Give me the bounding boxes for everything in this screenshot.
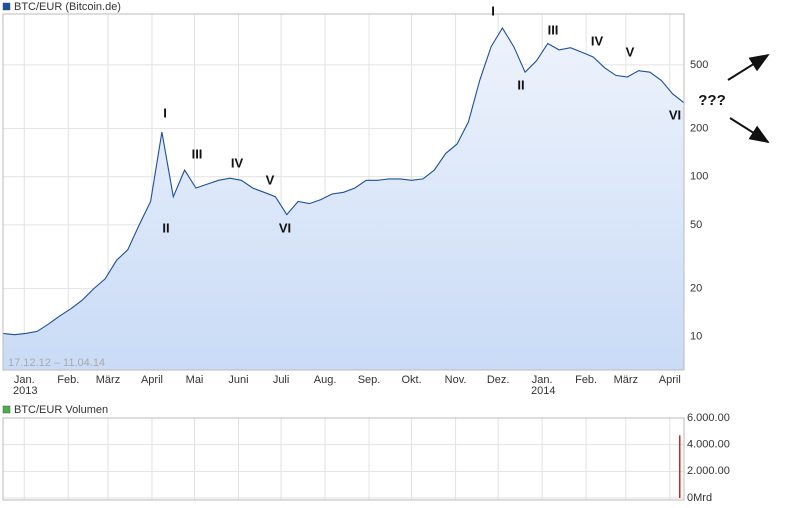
x-tick-label: Nov. — [445, 374, 467, 386]
x-tick-label: April — [659, 374, 681, 386]
volume-frame — [2, 417, 685, 501]
annotation: I — [491, 3, 495, 18]
x-tick-label: März — [96, 374, 120, 386]
annotation: III — [548, 22, 559, 37]
annotation: VI — [279, 220, 291, 235]
x-tick-label: Feb. — [575, 374, 597, 386]
line — [2, 26, 685, 336]
legend-label: BTC/EUR (Bitcoin.de) — [14, 1, 121, 13]
annotation: IV — [591, 33, 604, 48]
year-label: 2014 — [531, 385, 555, 397]
x-tick-label: Jan. — [532, 374, 553, 386]
y-tick-label: 100 — [690, 171, 708, 183]
y-tick-label: 20 — [690, 283, 702, 295]
date-range: 17.12.12 – 11.04.14 — [8, 357, 105, 369]
y-tick-label: 2.000.00 — [687, 465, 730, 477]
legend-swatch — [2, 2, 11, 11]
annotation: ??? — [698, 92, 726, 109]
y-tick-label: 6.000.00 — [687, 412, 730, 424]
volume-bar — [679, 435, 681, 498]
x-tick-label: Juli — [273, 374, 290, 386]
annotation: II — [517, 77, 524, 92]
legend-label: BTC/EUR Volumen — [14, 404, 108, 416]
annotation: IV — [231, 155, 244, 170]
x-tick-label: Aug. — [314, 374, 337, 386]
arrow-down — [729, 117, 770, 144]
x-tick-label: März — [614, 374, 638, 386]
y-tick-label: 4.000.00 — [687, 439, 730, 451]
annotation: V — [266, 172, 275, 187]
x-tick-label: Sep. — [358, 374, 381, 386]
y-tick-label: 50 — [690, 219, 702, 231]
arrow-up — [727, 53, 770, 81]
y-tick-label: 200 — [690, 122, 708, 134]
annotation: V — [626, 44, 635, 59]
y-tick-label: 10 — [690, 331, 702, 343]
legend-swatch — [2, 405, 11, 414]
x-tick-label: Feb. — [57, 374, 79, 386]
annotation: VI — [669, 107, 681, 122]
x-tick-label: Dez. — [487, 374, 510, 386]
annotation: III — [192, 146, 203, 161]
x-tick-label: Juni — [228, 374, 248, 386]
year-label: 2013 — [13, 385, 37, 397]
area — [3, 28, 684, 370]
annotation: II — [162, 220, 169, 235]
x-tick-label: Mai — [186, 374, 204, 386]
annotation: I — [163, 105, 167, 120]
x-tick-label: April — [141, 374, 163, 386]
y-tick-label: 0Mrd — [687, 492, 712, 504]
plot-frame — [2, 13, 685, 371]
y-tick-label: 500 — [690, 59, 708, 71]
x-tick-label: Jan. — [14, 374, 35, 386]
x-tick-label: Okt. — [402, 374, 422, 386]
